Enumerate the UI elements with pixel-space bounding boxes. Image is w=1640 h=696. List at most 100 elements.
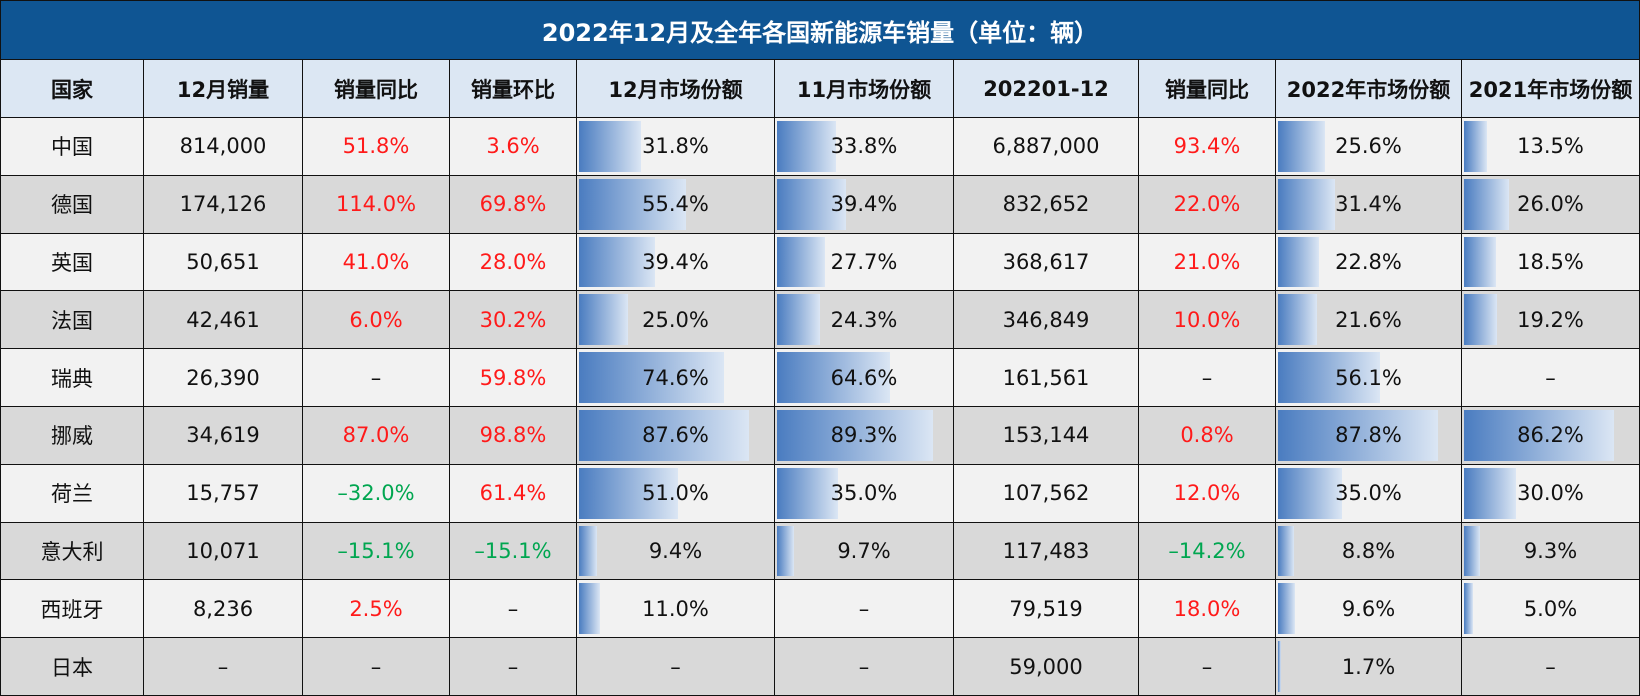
table-cell: 中国 <box>0 118 144 176</box>
table-cell: –14.2% <box>1139 522 1276 581</box>
cell-text: 法国 <box>51 308 93 333</box>
cell-text: 87.0% <box>342 423 410 448</box>
cell-text: 35.0% <box>1335 481 1402 506</box>
table-cell: 61.4% <box>450 464 577 523</box>
cell-text: – <box>858 596 870 621</box>
header-cell: 销量同比 <box>303 60 450 118</box>
cell-text: – <box>670 654 681 679</box>
data-bar <box>1278 525 1295 577</box>
cell-text: 22.8% <box>1335 249 1402 274</box>
data-bar <box>1464 525 1481 577</box>
cell-text: 39.4% <box>642 249 709 274</box>
data-bar <box>1464 467 1517 519</box>
table-cell: 69.8% <box>450 175 577 234</box>
table-cell: 153,144 <box>954 407 1139 465</box>
header-cell: 销量同比 <box>1139 60 1276 118</box>
cell-text: 30.0% <box>1517 481 1584 506</box>
table-cell: 814,000 <box>144 118 303 176</box>
table-cell: 9.4% <box>577 522 775 581</box>
header-text: 销量同比 <box>334 77 418 102</box>
cell-text: 8,236 <box>192 596 254 621</box>
table-cell: 56.1% <box>1276 349 1462 407</box>
data-bar <box>1464 121 1488 172</box>
table-cell: 174,126 <box>144 175 303 234</box>
cell-text: –15.1% <box>474 538 552 563</box>
header-cell: 2022年市场份额 <box>1276 60 1462 118</box>
cell-text: 34,619 <box>186 423 260 448</box>
table-cell: –32.0% <box>303 464 450 523</box>
cell-text: –15.1% <box>337 538 415 563</box>
cell-text: 0.8% <box>1180 423 1234 448</box>
table-cell: 28.0% <box>450 233 577 292</box>
cell-text: 西班牙 <box>40 597 104 622</box>
table-cell: 55.4% <box>577 175 775 234</box>
table-cell: 30.2% <box>450 291 577 350</box>
data-bar <box>1464 236 1497 288</box>
table-cell: 9.3% <box>1462 522 1640 581</box>
cell-text: 50,651 <box>186 249 260 274</box>
cell-text: 德国 <box>51 193 93 218</box>
data-bar <box>579 410 749 461</box>
data-bar <box>579 583 601 635</box>
table-cell: 42,461 <box>144 291 303 350</box>
header-cell: 12月销量 <box>144 60 303 118</box>
cell-text: 18.0% <box>1173 596 1241 621</box>
table-cell: –15.1% <box>450 522 577 581</box>
table-cell: 21.6% <box>1276 291 1462 350</box>
table-cell: 39.4% <box>577 233 775 292</box>
table-cell: 18.5% <box>1462 233 1640 292</box>
table-cell: 87.8% <box>1276 407 1462 465</box>
cell-text: – <box>1545 654 1556 679</box>
table-cell: 346,849 <box>954 291 1139 350</box>
table-cell: 日本 <box>0 638 144 696</box>
cell-text: 挪威 <box>51 424 93 449</box>
table-cell: 26.0% <box>1462 175 1640 234</box>
cell-text: 13.5% <box>1517 134 1584 159</box>
cell-text: 51.0% <box>642 481 709 506</box>
header-text: 12月销量 <box>176 77 270 102</box>
cell-text: 11.0% <box>642 596 709 621</box>
cell-text: 日本 <box>51 655 93 680</box>
cell-text: 87.6% <box>642 423 709 448</box>
cell-text: 51.8% <box>342 134 410 159</box>
cell-text: 368,617 <box>1002 249 1090 274</box>
table-cell: 39.4% <box>775 175 954 234</box>
cell-text: 英国 <box>51 250 93 275</box>
cell-text: 30.2% <box>479 307 547 332</box>
table-cell: – <box>1462 349 1640 407</box>
table-cell: 25.0% <box>577 291 775 350</box>
table-cell: – <box>1139 349 1276 407</box>
header-cell: 12月市场份额 <box>577 60 775 118</box>
table-cell: 27.7% <box>775 233 954 292</box>
header-text: 国家 <box>51 77 93 102</box>
table-cell: 德国 <box>0 175 144 234</box>
data-bar <box>1278 583 1296 635</box>
cell-text: 10.0% <box>1173 307 1241 332</box>
table-cell: 25.6% <box>1276 118 1462 176</box>
cell-text: 31.8% <box>642 134 709 159</box>
cell-text: 814,000 <box>179 134 267 159</box>
cell-text: 19.2% <box>1517 307 1584 332</box>
data-bar <box>579 525 598 577</box>
table-cell: 107,562 <box>954 464 1139 523</box>
data-bar <box>777 352 891 403</box>
data-bar <box>1464 294 1498 346</box>
cell-text: 2.5% <box>349 596 403 621</box>
header-cell: 11月市场份额 <box>775 60 954 118</box>
table-cell: 31.8% <box>577 118 775 176</box>
table-cell: – <box>450 580 577 639</box>
table-cell: 161,561 <box>954 349 1139 407</box>
table-cell: – <box>1139 638 1276 696</box>
cell-text: 69.8% <box>479 192 547 217</box>
table-cell: 6.0% <box>303 291 450 350</box>
table-cell: – <box>303 638 450 696</box>
table-cell: 6,887,000 <box>954 118 1139 176</box>
table-cell: 0.8% <box>1139 407 1276 465</box>
table-cell: 50,651 <box>144 233 303 292</box>
table-cell: 19.2% <box>1462 291 1640 350</box>
cell-text: – <box>370 654 382 679</box>
table-cell: 荷兰 <box>0 464 144 523</box>
table-title: 2022年12月及全年各国新能源车销量（单位：辆） <box>0 0 1640 60</box>
table-cell: 5.0% <box>1462 580 1640 639</box>
cell-text: 107,562 <box>1002 481 1090 506</box>
